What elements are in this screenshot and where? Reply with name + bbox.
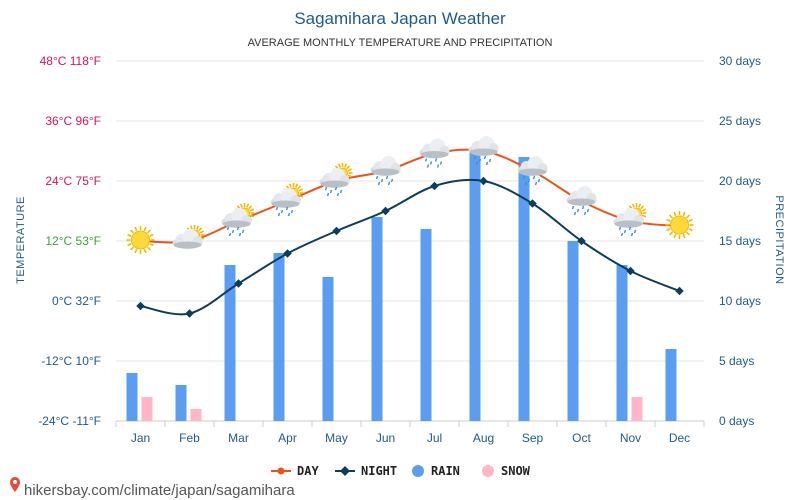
x-tick-label: Feb [179,431,200,445]
right-tick-label: 30 days [719,54,761,68]
weather-icons [126,136,694,254]
chart-title: Sagamihara Japan Weather [294,9,506,28]
snow-bar [141,397,153,421]
legend-item-night: NIGHT [335,464,397,478]
night-point [136,301,145,311]
right-tick-label: 15 days [719,234,761,248]
rain-bar [273,253,285,421]
snow-bar [190,409,202,421]
rain-bar [567,241,579,421]
legend-night-marker [340,466,350,476]
x-tick-label: Oct [572,431,591,445]
footer: hikersbay.com/climate/japan/sagamihara [10,477,295,499]
x-tick-label: Jul [427,431,442,445]
partly-cloudy-rain-icon [319,163,353,197]
x-tick-label: Mar [228,431,249,445]
rain-bar [665,349,677,421]
lines [136,148,684,318]
x-tick-label: Dec [669,431,690,445]
legend-day-label: DAY [297,464,319,478]
right-axis-title: PRECIPITATION [773,195,785,284]
night-point [234,279,243,288]
legend-rain-marker [412,465,424,477]
cloud-rain-icon [517,156,548,186]
night-point [381,206,390,216]
right-tick-label: 25 days [719,114,761,128]
left-tick-label: 36°C 96°F [45,114,101,128]
right-axis-ticks: 30 days 25 days 20 days 15 days 10 days 5 day… [719,54,761,428]
night-point [332,226,341,236]
x-tick-label: Jan [131,431,150,445]
night-point [283,249,292,258]
x-tick-label: Aug [473,431,494,445]
left-tick-label: 0°C 32°F [52,294,101,308]
left-tick-label: -12°C 10°F [41,354,101,368]
bars [126,151,677,421]
rain-bar [224,265,236,421]
snow-bar [631,397,643,421]
rain-bar [420,229,432,421]
cloud-rain-icon [468,136,499,166]
legend-day-marker [277,467,285,475]
night-point [626,266,635,276]
rain-bar [469,151,481,421]
night-point [675,286,684,296]
chart-subtitle: AVERAGE MONTHLY TEMPERATURE AND PRECIPIT… [248,37,553,49]
rain-bar [616,265,628,421]
rain-bar [175,385,187,421]
night-point [185,309,194,318]
left-tick-label: -24°C -11°F [38,414,101,428]
cloud-rain-icon [419,138,450,168]
x-tick-label: Apr [278,431,297,445]
rain-bar [518,157,530,421]
rain-bar [371,217,383,421]
legend-snow-label: SNOW [501,464,531,478]
partly-cloudy-rain-icon [270,183,304,217]
rain-bar [126,373,138,421]
location-pin-icon [10,477,20,492]
sun-icon [665,211,694,239]
left-axis-ticks: 48°C 118°F 36°C 96°F 24°C 75°F 12°C 53°F 0°C… [38,54,101,428]
cloud-rain-icon [370,156,401,186]
legend-rain-label: RAIN [431,464,460,478]
legend: DAY NIGHT RAIN SNOW [271,464,531,478]
grid-lines [115,60,705,427]
left-tick-label: 12°C 53°F [45,234,101,248]
right-tick-label: 20 days [719,174,761,188]
night-point [479,176,488,186]
x-tick-label: Jun [376,431,395,445]
legend-snow-marker [482,465,494,477]
x-tick-label: Nov [620,431,641,445]
legend-night-label: NIGHT [361,464,397,478]
legend-item-rain: RAIN [412,464,460,478]
partly-cloudy-rain-icon [221,203,255,237]
cloud-rain-icon [566,186,597,216]
legend-item-day: DAY [271,464,319,478]
x-tick-label: May [325,431,348,445]
left-tick-label: 24°C 75°F [45,174,101,188]
night-point [430,181,439,191]
partly-cloudy-icon [172,225,205,249]
right-tick-label: 10 days [719,294,761,308]
right-tick-label: 5 days [719,354,754,368]
x-axis-ticks: Jan Feb Mar Apr May Jun Jul Aug Sep Oct Nov Dec [131,431,690,445]
night-line [140,178,680,316]
footer-link[interactable]: hikersbay.com/climate/japan/sagamihara [24,482,295,499]
partly-cloudy-rain-icon [613,203,647,237]
left-axis-title: TEMPERATURE [15,196,27,284]
sun-icon [126,226,155,254]
legend-item-snow: SNOW [482,464,531,478]
x-tick-label: Sep [522,431,544,445]
left-tick-label: 48°C 118°F [40,54,101,68]
rain-bar [322,277,334,421]
right-tick-label: 0 days [719,414,754,428]
day-line [140,148,680,244]
